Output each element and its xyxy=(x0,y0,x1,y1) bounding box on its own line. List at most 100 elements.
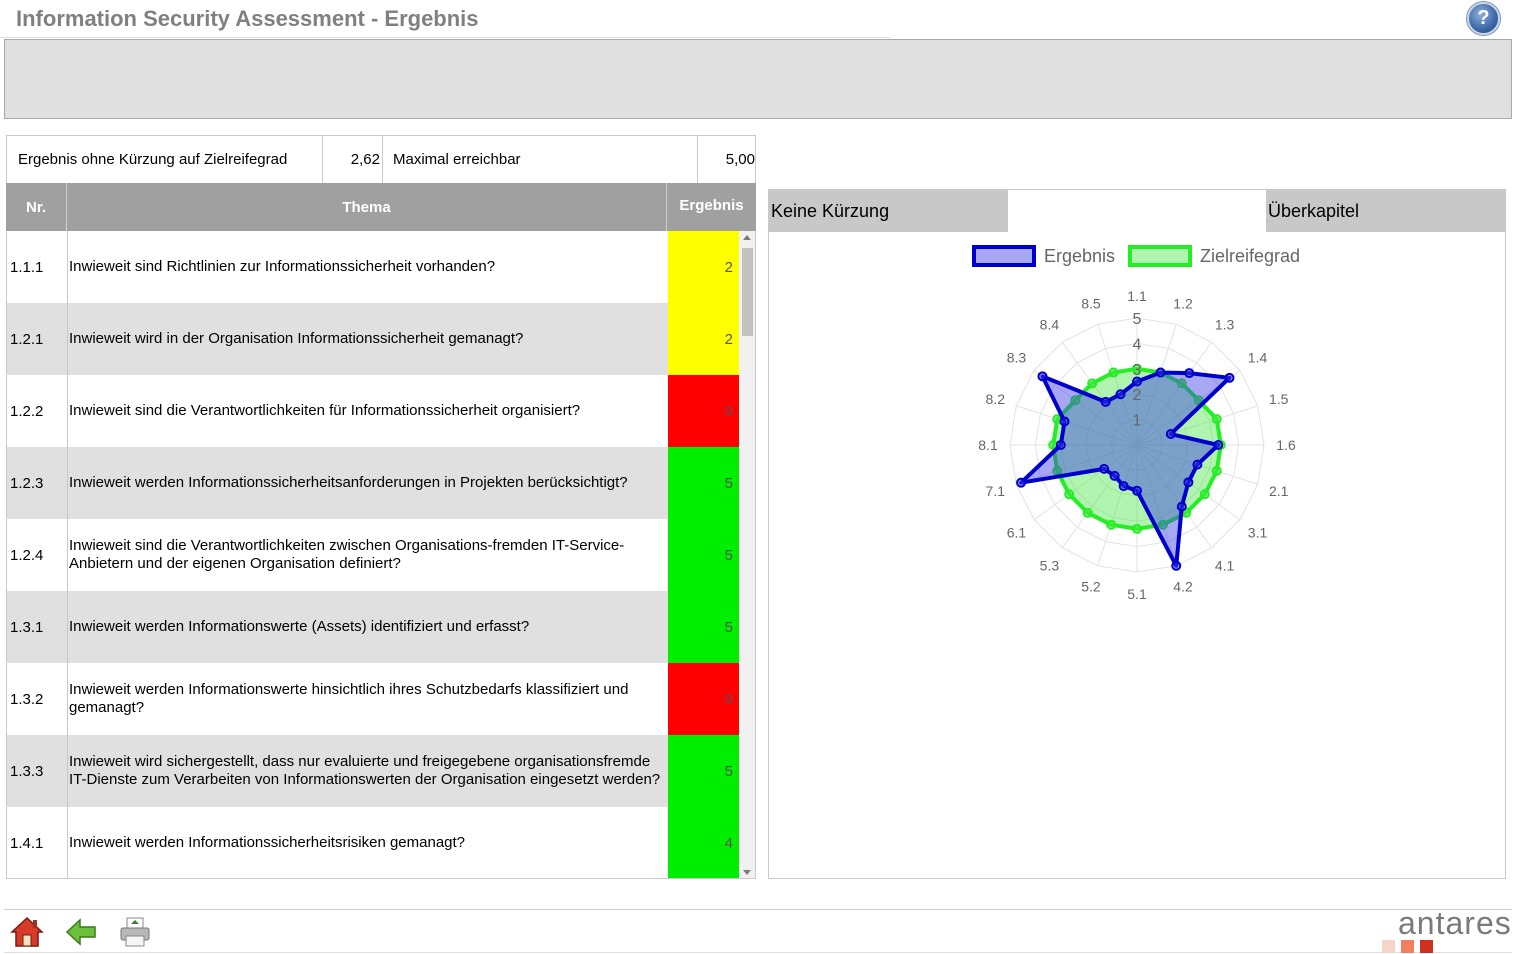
logo-square-light xyxy=(1382,940,1395,953)
radar-category-label: 1.2 xyxy=(1173,295,1193,311)
results-table: 1.1.1 Inwieweit sind Richtlinien zur Info… xyxy=(6,231,756,879)
radar-spoke xyxy=(1033,444,1138,521)
summary-label-without-cut: Ergebnis ohne Kürzung auf Zielreifegrad xyxy=(7,136,323,183)
logo-square-medium xyxy=(1401,940,1414,953)
row-ergebnis: 5 xyxy=(668,447,739,519)
radar-point xyxy=(1070,395,1081,406)
radar-spoke xyxy=(1016,405,1138,446)
table-scrollbar[interactable] xyxy=(739,231,755,878)
radar-spoke xyxy=(1136,444,1177,566)
table-row[interactable]: 1.2.3 Inwieweit werden Informationssicher… xyxy=(7,447,739,519)
table-row[interactable]: 1.2.2 Inwieweit sind die Verantwortlichke… xyxy=(7,375,739,447)
radar-category-label: 5.3 xyxy=(1040,558,1060,574)
table-row[interactable]: 1.3.2 Inwieweit werden Informationswerte … xyxy=(7,663,739,735)
legend-label-1: Zielreifegrad xyxy=(1200,246,1300,266)
row-thema: Inwieweit werden Informationswerte (Asse… xyxy=(68,591,668,663)
table-row[interactable]: 1.3.3 Inwieweit wird sichergestellt, dass… xyxy=(7,735,739,807)
table-row[interactable]: 1.4.1 Inwieweit werden Informationssicher… xyxy=(7,807,739,878)
scroll-up-icon[interactable] xyxy=(743,235,751,240)
radar-category-label: 4.2 xyxy=(1173,579,1193,595)
row-thema: Inwieweit sind die Verantwortlichkeiten … xyxy=(69,537,625,572)
row-ergebnis: 5 xyxy=(668,735,739,807)
row-thema: Inwieweit wird sichergestellt, dass nur … xyxy=(68,735,668,807)
radar-spoke xyxy=(1136,444,1213,549)
radar-category-label: 8.5 xyxy=(1081,295,1101,311)
antares-logo: antares xyxy=(1398,905,1512,941)
radar-point xyxy=(1109,470,1120,481)
back-arrow-icon[interactable] xyxy=(64,915,98,949)
radar-category-label: 8.1 xyxy=(978,437,998,453)
row-nr: 1.3.2 xyxy=(7,663,68,735)
radar-point xyxy=(1087,378,1098,389)
radar-category-label: 7.1 xyxy=(986,483,1006,499)
radar-point xyxy=(1037,371,1048,382)
logo-square-dark xyxy=(1420,940,1433,953)
legend-label-0: Ergebnis xyxy=(1044,246,1115,266)
home-icon[interactable] xyxy=(10,915,44,949)
row-nr: 1.2.3 xyxy=(7,447,68,519)
table-row[interactable]: 1.2.4 Inwieweit sind die Verantwortlichke… xyxy=(7,519,739,591)
radar-point xyxy=(1100,396,1111,407)
row-thema: Inwieweit werden Informationssicherheits… xyxy=(68,447,668,519)
footer-divider-bottom xyxy=(4,952,1512,953)
row-thema: Inwieweit werden Informationssicherheits… xyxy=(69,834,466,851)
column-header-thema[interactable]: Thema xyxy=(67,183,667,231)
radar-series-area-0 xyxy=(1019,370,1232,568)
radar-point xyxy=(1171,560,1182,571)
radar-category-label: 5.2 xyxy=(1081,579,1101,595)
scroll-down-icon[interactable] xyxy=(743,870,751,875)
table-row[interactable]: 1.1.1 Inwieweit sind Richtlinien zur Info… xyxy=(7,231,739,303)
radar-point xyxy=(1106,519,1117,530)
table-header: Nr. Thema Ergebnis xyxy=(6,183,756,231)
radar-category-label: 8.2 xyxy=(986,391,1006,407)
radar-spoke xyxy=(1097,324,1138,446)
radar-point xyxy=(1016,477,1027,488)
radar-point xyxy=(1132,376,1142,387)
radar-point xyxy=(1176,501,1187,512)
radar-category-label: 2.1 xyxy=(1269,483,1289,499)
column-header-ergebnis[interactable]: Ergebnis xyxy=(679,197,744,214)
radar-tick-label: 3 xyxy=(1133,362,1142,379)
radar-spoke xyxy=(1061,341,1138,446)
printer-icon[interactable] xyxy=(118,915,152,949)
title-bar: Information Security Assessment - Ergebn… xyxy=(0,0,890,38)
legend-swatch-0 xyxy=(972,245,1036,267)
radar-tick-label: 1 xyxy=(1133,413,1142,430)
radar-point xyxy=(1082,507,1093,518)
row-thema: Inwieweit wird in der Organisation Infor… xyxy=(68,303,668,375)
row-thema: Inwieweit sind Richtlinien zur Informati… xyxy=(69,258,496,275)
radar-point xyxy=(1115,389,1126,400)
radar-point xyxy=(1108,367,1119,378)
radar-point xyxy=(1157,519,1168,530)
row-ergebnis: 2 xyxy=(668,231,739,303)
legend-swatch-1 xyxy=(1128,245,1192,267)
row-ergebnis: 0 xyxy=(668,663,739,735)
row-nr: 1.3.3 xyxy=(7,735,68,807)
radar-point xyxy=(1132,523,1142,534)
radar-spoke xyxy=(1033,369,1138,446)
row-ergebnis: 4 xyxy=(668,807,739,878)
summary-value-max: 5,00 xyxy=(725,151,755,168)
help-button[interactable]: ? xyxy=(1467,2,1500,35)
radar-category-label: 5.1 xyxy=(1127,586,1147,602)
radar-category-label: 8.3 xyxy=(1007,349,1027,365)
radar-point xyxy=(1155,367,1166,378)
radar-category-label: 6.1 xyxy=(1007,525,1027,541)
summary-value-without-cut: 2,62 xyxy=(323,136,383,183)
radar-category-label: 3.1 xyxy=(1248,525,1268,541)
radar-point xyxy=(1193,395,1204,406)
table-row[interactable]: 1.3.1 Inwieweit werden Informationswerte … xyxy=(7,591,739,663)
tab-ueberkapitel[interactable]: Überkapitel xyxy=(1266,190,1506,232)
radar-spoke xyxy=(1136,324,1177,446)
radar-point xyxy=(1224,372,1235,383)
tab-keine-kuerzung[interactable]: Keine Kürzung xyxy=(769,190,1008,232)
row-nr: 1.2.4 xyxy=(7,519,68,591)
scroll-thumb[interactable] xyxy=(742,248,753,336)
table-row[interactable]: 1.2.1 Inwieweit wird in der Organisation … xyxy=(7,303,739,375)
column-header-nr[interactable]: Nr. xyxy=(6,183,67,231)
radar-point xyxy=(1055,440,1066,450)
radar-point xyxy=(1211,414,1222,425)
radar-point xyxy=(1064,489,1075,500)
radar-point xyxy=(1059,416,1070,427)
radar-spoke xyxy=(1016,444,1138,485)
